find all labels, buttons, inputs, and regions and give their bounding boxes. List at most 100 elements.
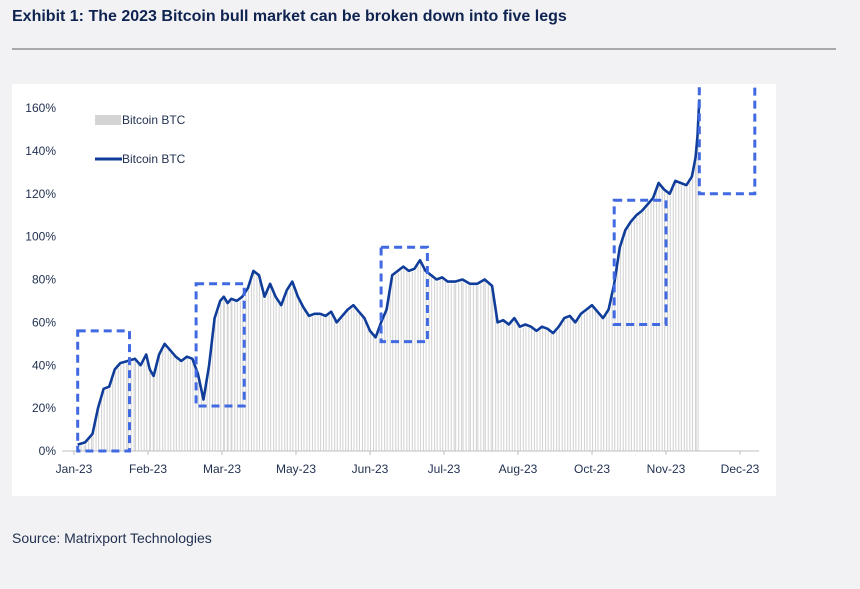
price-bar bbox=[434, 279, 436, 451]
price-bar bbox=[170, 352, 172, 451]
price-bar bbox=[114, 371, 116, 451]
price-bar bbox=[425, 272, 427, 451]
price-bar bbox=[647, 206, 649, 451]
price-bar bbox=[149, 368, 151, 451]
price-bar bbox=[203, 401, 205, 451]
y-left-tick-label: 40% bbox=[32, 358, 56, 372]
price-bar bbox=[295, 291, 297, 451]
price-bar bbox=[227, 305, 229, 451]
x-tick-label: Mar-23 bbox=[203, 462, 241, 476]
price-bar bbox=[223, 299, 225, 451]
price-bar bbox=[553, 335, 555, 451]
price-bar bbox=[135, 360, 137, 451]
price-bar bbox=[614, 285, 616, 451]
price-bars bbox=[77, 137, 699, 452]
price-bar bbox=[384, 317, 386, 451]
title-divider bbox=[12, 48, 836, 50]
price-bar bbox=[533, 330, 535, 451]
price-bar bbox=[206, 383, 208, 451]
price-bar bbox=[101, 399, 103, 451]
price-bar bbox=[303, 309, 305, 451]
bitcoin-chart: Jan-23 Feb-23 Mar-23 May-23 Jun-23 Jul-23 Aug-… bbox=[25, 84, 760, 476]
price-bar bbox=[508, 326, 510, 451]
price-bar bbox=[292, 283, 294, 451]
price-bar bbox=[138, 364, 140, 451]
price-bar bbox=[83, 444, 85, 451]
price-bar bbox=[345, 314, 347, 451]
price-bar bbox=[580, 315, 582, 451]
price-bar bbox=[192, 360, 194, 451]
price-bar bbox=[149, 371, 151, 451]
price-bar bbox=[347, 311, 349, 451]
price-bar bbox=[400, 270, 402, 451]
price-bar bbox=[342, 317, 344, 451]
leg-boxes bbox=[76, 84, 757, 453]
price-bar bbox=[414, 270, 416, 451]
price-bar bbox=[583, 313, 585, 451]
price-bar bbox=[667, 193, 669, 451]
price-bar bbox=[239, 300, 241, 451]
price-bar bbox=[217, 310, 219, 451]
price-bar bbox=[428, 275, 430, 451]
price-bar bbox=[695, 159, 697, 452]
legend: Bitcoin BTC Bitcoin BTC bbox=[95, 113, 186, 166]
price-bar bbox=[286, 292, 288, 451]
price-bar bbox=[519, 328, 521, 451]
price-bar bbox=[186, 358, 188, 451]
price-bar bbox=[622, 240, 624, 451]
price-bar bbox=[465, 283, 467, 451]
price-bar bbox=[567, 318, 569, 451]
price-bar bbox=[528, 327, 530, 451]
price-bar bbox=[619, 249, 621, 451]
x-tick-label: Nov-23 bbox=[647, 462, 686, 476]
price-bar bbox=[120, 365, 122, 451]
left-axis-labels: 0% 20% 40% 60% 80% 100% 120% 140% 160% bbox=[25, 101, 56, 458]
price-bar bbox=[297, 298, 299, 451]
price-bar bbox=[525, 326, 527, 451]
price-bar bbox=[175, 358, 177, 451]
price-bar bbox=[506, 324, 508, 451]
price-bar bbox=[256, 275, 258, 451]
price-bar bbox=[397, 272, 399, 451]
price-bar bbox=[411, 271, 413, 451]
price-bar bbox=[91, 437, 93, 451]
price-bar bbox=[189, 359, 191, 451]
price-bar bbox=[209, 367, 211, 452]
price-bar bbox=[325, 317, 327, 451]
price-bar bbox=[683, 186, 685, 451]
price-bar bbox=[686, 187, 688, 451]
leg-box bbox=[379, 245, 429, 344]
price-bar bbox=[436, 281, 438, 451]
price-bar bbox=[92, 435, 94, 451]
price-bar bbox=[164, 345, 166, 451]
price-bar bbox=[550, 333, 552, 451]
price-bar bbox=[633, 220, 635, 451]
y-left-tick-label: 120% bbox=[25, 187, 56, 201]
price-bar bbox=[531, 328, 533, 451]
chart-panel: Jan-23 Feb-23 Mar-23 May-23 Jun-23 Jul-23 Aug-… bbox=[12, 84, 776, 496]
price-bar bbox=[680, 185, 682, 451]
leg-box bbox=[612, 198, 668, 326]
price-bar bbox=[492, 287, 494, 451]
price-bar bbox=[323, 316, 325, 451]
price-bar bbox=[386, 311, 388, 451]
price-bar bbox=[389, 293, 391, 451]
price-bar bbox=[561, 324, 563, 451]
price-bar bbox=[264, 298, 266, 451]
x-tick-label: Oct-23 bbox=[574, 462, 610, 476]
price-bar bbox=[636, 217, 638, 451]
price-bar bbox=[123, 364, 125, 451]
price-bar bbox=[392, 277, 394, 451]
price-bar bbox=[130, 362, 132, 451]
price-bar bbox=[487, 284, 489, 451]
price-bar bbox=[406, 270, 408, 451]
price-bar bbox=[140, 367, 142, 452]
x-tick-label: Jan-23 bbox=[56, 462, 93, 476]
price-bar bbox=[644, 209, 646, 451]
price-bar bbox=[650, 203, 652, 451]
price-bar bbox=[431, 277, 433, 451]
price-bar bbox=[156, 366, 158, 451]
price-bar bbox=[500, 323, 502, 451]
price-bar bbox=[661, 188, 663, 451]
price-bar bbox=[356, 310, 358, 451]
